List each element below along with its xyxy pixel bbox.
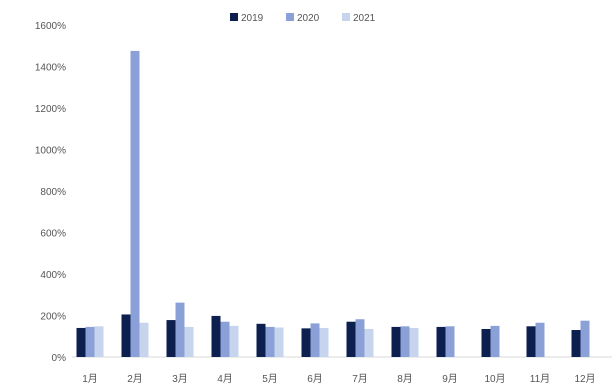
bar-2020-5	[265, 326, 275, 357]
x-axis: 1月 2月 3月 4月 5月 6月 7月 8月 9月 10月 11月 12月	[72, 356, 612, 385]
bar-2021-8	[409, 327, 419, 357]
bar-2021-6	[319, 327, 329, 357]
bar-2020-8	[400, 326, 410, 357]
bar-2021-5	[274, 327, 284, 357]
y-tick-label: 800%	[40, 187, 66, 198]
x-tick-label: 10月	[484, 373, 505, 385]
bar-2019-2	[121, 314, 131, 357]
bar-2021-4	[229, 325, 239, 357]
bar-2020-10	[490, 325, 500, 357]
bar-2019-1	[76, 327, 86, 357]
bar-2019-3	[166, 320, 176, 357]
x-tick-label: 12月	[574, 373, 595, 385]
bar-2020-1	[85, 326, 95, 357]
y-tick-label: 0%	[52, 353, 67, 364]
legend: 2019 2020 2021	[230, 13, 376, 24]
y-tick-label: 400%	[40, 270, 66, 281]
x-tick-label: 11月	[530, 373, 550, 385]
y-axis: 0% 200% 400% 600% 800% 1000% 1200% 1400% 1600%	[35, 21, 66, 364]
legend-swatch-2020	[286, 13, 294, 21]
legend-label-2020: 2020	[297, 13, 320, 24]
y-tick-label: 600%	[40, 229, 66, 240]
bar-2019-7	[346, 321, 356, 357]
legend-label-2021: 2021	[353, 13, 376, 24]
bar-2021-7	[364, 328, 374, 357]
bar-2020-11	[535, 322, 545, 357]
x-tick-label: 9月	[442, 373, 458, 385]
bar-2019-6	[301, 328, 311, 357]
bar-2019-9	[436, 326, 446, 357]
x-tick-label: 2月	[127, 373, 143, 385]
x-tick-label: 8月	[397, 373, 413, 385]
bar-2020-6	[310, 323, 320, 357]
bar-2019-10	[481, 328, 491, 357]
legend-label-2019: 2019	[241, 13, 264, 24]
bar-2021-3	[184, 326, 194, 357]
bar-2019-4	[211, 315, 221, 357]
bar-2020-4	[220, 321, 230, 357]
bar-2019-5	[256, 323, 266, 357]
y-tick-label: 1200%	[35, 104, 66, 115]
x-tick-label: 6月	[307, 373, 323, 385]
x-tick-label: 4月	[217, 373, 233, 385]
bar-2020-7	[355, 319, 365, 357]
bar-2019-8	[391, 326, 401, 357]
x-tick-label: 1月	[82, 373, 98, 385]
x-tick-label: 3月	[172, 373, 188, 385]
bar-2020-2	[130, 50, 140, 357]
bar-2020-12	[580, 320, 590, 357]
bar-2019-12	[571, 330, 581, 357]
bars	[76, 50, 590, 357]
x-tick-label: 5月	[262, 373, 278, 385]
y-tick-label: 1000%	[35, 146, 66, 157]
bar-2021-2	[139, 322, 149, 357]
bar-2019-11	[526, 326, 536, 357]
legend-swatch-2021	[342, 13, 350, 21]
y-tick-label: 1600%	[35, 21, 66, 32]
y-tick-label: 1400%	[35, 63, 66, 74]
bar-2020-3	[175, 302, 185, 357]
bar-2020-9	[445, 326, 455, 357]
legend-swatch-2019	[230, 13, 238, 21]
x-tick-label: 7月	[352, 373, 368, 385]
bar-2021-1	[94, 326, 104, 357]
y-tick-label: 200%	[40, 312, 66, 323]
